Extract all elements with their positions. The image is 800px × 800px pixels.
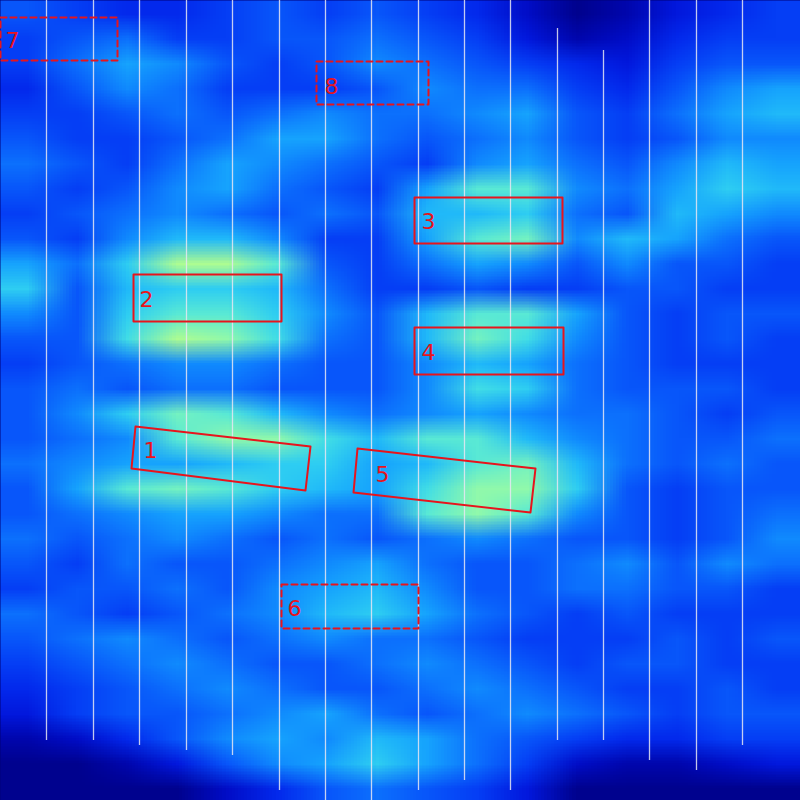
svg-text:8: 8 <box>325 74 339 99</box>
svg-text:6: 6 <box>288 596 302 621</box>
svg-text:3: 3 <box>422 209 436 234</box>
svg-text:4: 4 <box>422 340 436 365</box>
svg-text:1: 1 <box>144 438 158 463</box>
svg-text:7: 7 <box>6 28 20 53</box>
svg-text:2: 2 <box>140 287 154 312</box>
svg-text:5: 5 <box>376 462 390 487</box>
